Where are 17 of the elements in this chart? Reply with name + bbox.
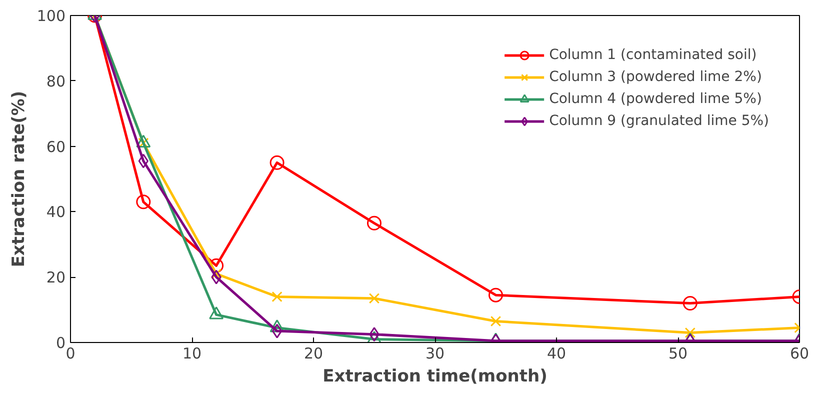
y-tick-label: 60	[46, 138, 66, 156]
legend-label: Column 1 (contaminated soil)	[549, 47, 757, 63]
y-axis-title: Extraction rate(%)	[8, 90, 29, 268]
x-tick-label: 30	[425, 344, 445, 362]
legend-label: Column 3 (powdered lime 2%)	[549, 69, 762, 85]
legend-label: Column 9 (granulated lime 5%)	[549, 113, 769, 129]
x-tick-label: 60	[790, 344, 810, 362]
y-tick-label: 40	[46, 203, 66, 222]
x-tick-label: 40	[546, 344, 566, 362]
x-tick-label: 50	[668, 344, 688, 362]
y-tick-label: 80	[46, 72, 66, 90]
x-axis-title: Extraction time(month)	[322, 366, 548, 386]
legend-label: Column 4 (powdered lime 5%)	[549, 91, 762, 107]
x-tick-label: 20	[304, 344, 324, 362]
y-tick-label: 100	[36, 7, 66, 25]
y-tick-label: 20	[46, 268, 66, 287]
x-tick-label: 10	[182, 344, 202, 362]
